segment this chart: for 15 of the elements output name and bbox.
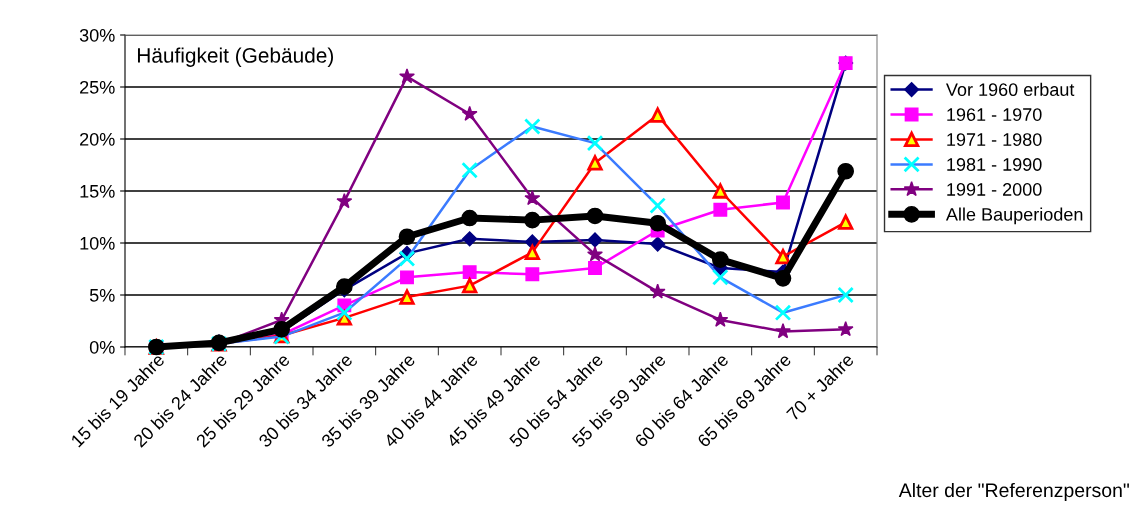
legend-label: 1991 - 2000 xyxy=(947,183,1042,196)
legend-label: 1961 - 1970 xyxy=(947,108,1042,121)
y-tick-label: 0% xyxy=(89,340,115,354)
legend-label: 1971 - 1980 xyxy=(947,133,1042,146)
y-tick-label: 25% xyxy=(80,80,115,94)
y-tick-label: 5% xyxy=(89,289,115,302)
legend-label: Vor 1960 erbaut xyxy=(945,82,1075,97)
y-tick-label: 30% xyxy=(79,28,115,42)
legend-label: 1981 - 1990 xyxy=(947,158,1042,171)
y-tick-label: 15% xyxy=(80,185,115,198)
y-tick-label: 20% xyxy=(80,132,115,146)
x-axis-title: Alter der "Referenzperson" xyxy=(898,482,1129,502)
legend-label: Alle Bauperioden xyxy=(945,207,1083,225)
y-tick-label: 10% xyxy=(80,236,115,250)
text: Häufigkeit (Gebäude) xyxy=(137,47,334,67)
